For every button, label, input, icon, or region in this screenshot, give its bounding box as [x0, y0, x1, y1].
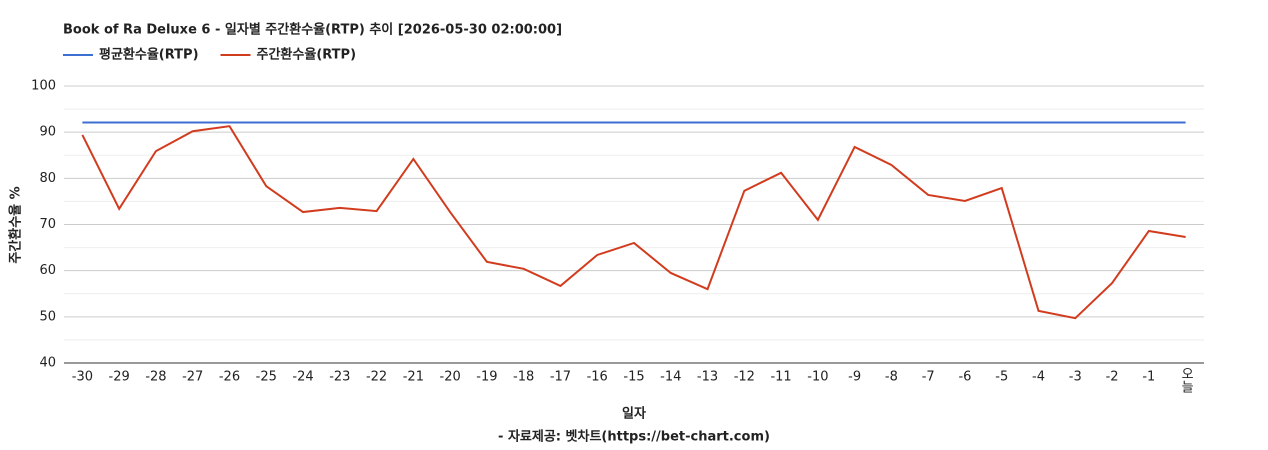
y-axis-title: 주간환수율 % [8, 186, 24, 263]
x-tick-label: -20 [440, 370, 461, 385]
x-tick-label: -2 [1106, 370, 1119, 385]
y-tick-label: 70 [39, 217, 56, 232]
x-tick-label: -12 [734, 370, 755, 385]
x-tick-label: -17 [550, 370, 571, 385]
x-tick-label: -22 [366, 370, 387, 385]
x-tick-label: -13 [697, 370, 718, 385]
y-tick-label: 50 [39, 309, 56, 324]
x-tick-label: -18 [513, 370, 534, 385]
x-tick-label: -28 [145, 370, 166, 385]
y-tick-label: 40 [39, 356, 56, 371]
x-tick-label: -15 [623, 370, 644, 385]
x-tick-label: -6 [958, 370, 971, 385]
x-axis-title: 일자 [622, 407, 646, 422]
legend-label: 평균환수율(RTP) [99, 47, 199, 63]
x-tick-label: -3 [1069, 370, 1082, 385]
x-tick-label: -24 [292, 370, 313, 385]
y-tick-label: 100 [31, 79, 56, 94]
x-tick-label: -7 [922, 370, 935, 385]
x-tick-label: -9 [848, 370, 861, 385]
x-tick-label: -10 [807, 370, 828, 385]
source: - 자료제공: 벳차트(https://bet-chart.com) [498, 429, 770, 445]
x-tick-label: -4 [1032, 370, 1045, 385]
x-tick-label: -25 [256, 370, 277, 385]
y-tick-label: 80 [39, 171, 56, 186]
x-tick-label: -16 [587, 370, 608, 385]
x-tick-label: -26 [219, 370, 240, 385]
x-tick-label: 오늘 [1178, 367, 1193, 393]
chart-title: Book of Ra Deluxe 6 - 일자별 주간환수율(RTP) 추이 … [63, 22, 562, 38]
x-tick-label: -29 [109, 370, 130, 385]
x-tick-label: -19 [476, 370, 497, 385]
legend-label: 주간환수율(RTP) [257, 47, 357, 63]
x-tick-label: -11 [770, 370, 791, 385]
x-tick-label: -1 [1142, 370, 1155, 385]
x-tick-label: -30 [72, 370, 93, 385]
x-tick-label: -14 [660, 370, 681, 385]
y-tick-label: 90 [39, 125, 56, 140]
line-series [81, 125, 1186, 320]
x-tick-label: -27 [182, 370, 203, 385]
x-tick-label: -21 [403, 370, 424, 385]
x-tick-label: -5 [995, 370, 1008, 385]
x-tick-label: -8 [885, 370, 898, 385]
x-tick-label: -23 [329, 370, 350, 385]
y-tick-label: 60 [39, 263, 56, 278]
